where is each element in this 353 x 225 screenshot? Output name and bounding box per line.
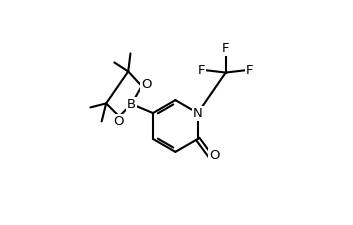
Text: F: F xyxy=(222,42,229,55)
Text: F: F xyxy=(198,64,205,77)
Text: O: O xyxy=(142,79,152,91)
Text: O: O xyxy=(209,149,220,162)
Text: N: N xyxy=(193,107,203,119)
Text: B: B xyxy=(127,98,136,110)
Text: O: O xyxy=(113,115,123,128)
Text: F: F xyxy=(246,64,253,77)
